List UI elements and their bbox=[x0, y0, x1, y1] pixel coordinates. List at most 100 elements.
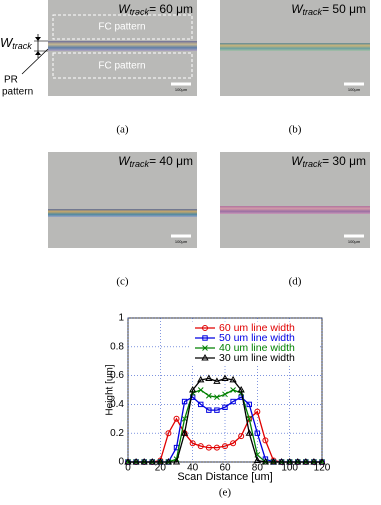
caption: (d) bbox=[289, 276, 302, 288]
legend-marker bbox=[202, 335, 208, 341]
marker bbox=[230, 440, 237, 447]
legend-marker bbox=[202, 345, 208, 351]
marker bbox=[197, 443, 204, 450]
x-tick-label: 80 bbox=[252, 463, 264, 474]
marker bbox=[173, 415, 180, 422]
line-track bbox=[220, 43, 370, 51]
marker bbox=[238, 433, 245, 440]
marker bbox=[222, 443, 228, 450]
track-width-label: Wtrack= 40 μm bbox=[118, 154, 193, 169]
y-tick-label: 0.2 bbox=[110, 428, 124, 439]
legend-marker bbox=[201, 353, 209, 361]
legend-label: 60 um line width bbox=[219, 322, 295, 334]
caption: (e) bbox=[219, 487, 232, 499]
marker bbox=[124, 457, 132, 465]
legend-box bbox=[190, 321, 320, 365]
pr-label: pattern bbox=[2, 87, 33, 98]
marker bbox=[277, 457, 286, 465]
marker bbox=[302, 457, 310, 465]
marker bbox=[205, 374, 213, 381]
caption: (a) bbox=[116, 124, 129, 136]
marker bbox=[262, 437, 269, 444]
legend-label: 50 um line width bbox=[219, 332, 295, 344]
scale-label: 100μm bbox=[175, 239, 188, 244]
track-width-label: Wtrack= 60 μm bbox=[118, 2, 193, 17]
marker bbox=[189, 440, 196, 447]
marker bbox=[156, 457, 164, 465]
image-background bbox=[220, 152, 370, 248]
fc-box bbox=[52, 14, 193, 40]
w-value: = 40 μm bbox=[149, 154, 193, 168]
marker bbox=[205, 392, 212, 399]
marker bbox=[198, 401, 204, 408]
marker bbox=[229, 375, 237, 383]
marker bbox=[221, 374, 229, 381]
marker bbox=[205, 444, 212, 451]
y-tick-label: 0 bbox=[118, 457, 124, 468]
legend-marker bbox=[202, 325, 208, 331]
pointer bbox=[21, 48, 49, 75]
w-subscript: track bbox=[130, 7, 150, 17]
w-symbol: W bbox=[0, 35, 14, 50]
x-axis-label: Scan Distance [um] bbox=[177, 471, 272, 483]
x-tick-label: 60 bbox=[219, 463, 231, 474]
marker bbox=[197, 387, 204, 393]
marker bbox=[165, 430, 172, 437]
marker bbox=[269, 457, 278, 465]
marker bbox=[181, 398, 188, 405]
x-tick-label: 20 bbox=[155, 463, 167, 474]
image-background bbox=[48, 152, 197, 248]
line-track bbox=[220, 206, 370, 214]
series bbox=[124, 374, 326, 465]
marker bbox=[318, 457, 326, 465]
marker bbox=[214, 407, 220, 413]
marker bbox=[230, 387, 236, 393]
marker bbox=[261, 457, 270, 465]
y-tick-label: 0.8 bbox=[110, 341, 124, 352]
w-symbol: W bbox=[291, 154, 304, 168]
caption: (c) bbox=[116, 276, 129, 288]
w-value: = 30 μm bbox=[322, 154, 366, 168]
marker bbox=[245, 429, 253, 436]
scale-label: 100μm bbox=[348, 239, 361, 244]
marker bbox=[213, 444, 220, 451]
marker bbox=[254, 430, 261, 436]
marker bbox=[237, 385, 245, 393]
marker bbox=[164, 457, 173, 465]
marker bbox=[310, 457, 318, 465]
marker bbox=[181, 415, 188, 422]
legend-label: 40 um line width bbox=[219, 342, 295, 354]
line-track bbox=[48, 41, 197, 51]
pr-label: PR bbox=[4, 75, 18, 86]
caption: (b) bbox=[289, 124, 302, 136]
scale-label: 100μm bbox=[175, 87, 188, 92]
marker bbox=[148, 457, 156, 465]
marker bbox=[132, 457, 140, 465]
arrow bbox=[35, 37, 41, 55]
y-tick-label: 0.6 bbox=[110, 370, 124, 381]
marker bbox=[294, 457, 302, 465]
marker bbox=[222, 391, 228, 398]
line-track bbox=[48, 209, 197, 217]
track-width-label: Wtrack= 30 μm bbox=[291, 154, 366, 169]
marker bbox=[172, 457, 181, 465]
marker bbox=[246, 401, 252, 408]
w-value: = 60 μm bbox=[149, 2, 193, 16]
marker bbox=[213, 377, 221, 384]
micrograph: Wtrack= 30 μm 100μm bbox=[220, 152, 370, 248]
y-tick-label: 1 bbox=[118, 313, 124, 324]
marker bbox=[180, 429, 189, 436]
marker bbox=[253, 456, 261, 464]
wtrack-label: Wtrack bbox=[0, 35, 32, 51]
w-symbol: W bbox=[118, 2, 131, 16]
w-subscript: track bbox=[12, 41, 32, 51]
scale-label: 100μm bbox=[348, 87, 361, 92]
micrograph: Wtrack= 60 μm 100μm bbox=[48, 0, 197, 96]
marker bbox=[286, 457, 294, 465]
y-axis-label: Height [um] bbox=[105, 364, 116, 415]
micrograph: Wtrack= 40 μm 100μm bbox=[48, 152, 197, 248]
w-symbol: W bbox=[291, 2, 304, 16]
marker bbox=[254, 408, 261, 415]
